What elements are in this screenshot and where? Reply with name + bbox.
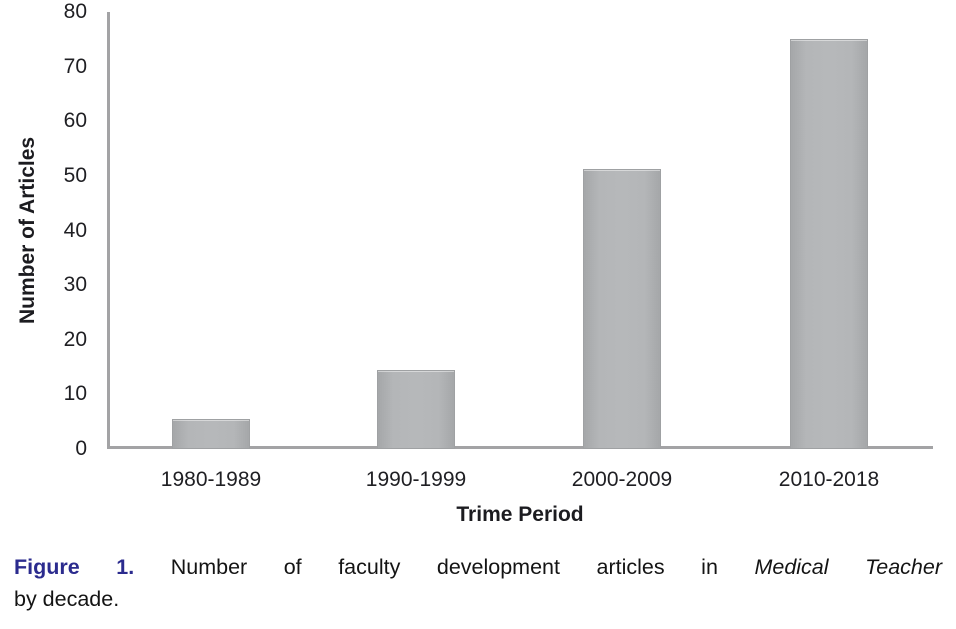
x-tick-1980-1989: 1980-1989 [160, 468, 262, 491]
bar-2010-2018 [790, 39, 868, 449]
x-axis-title: Trime Period [456, 503, 584, 526]
plot-area [107, 12, 933, 449]
bar-2000-2009 [583, 169, 661, 449]
x-tick-2000-2009: 2000-2009 [571, 468, 673, 491]
y-tick-60: 60 [63, 109, 87, 133]
caption-text: Number of faculty development articles i… [170, 555, 718, 579]
x-tick-2010-2018: 2010-2018 [778, 468, 880, 491]
y-axis-ticks: 80 70 60 50 40 30 20 10 0 [0, 0, 95, 460]
y-tick-80: 80 [63, 0, 87, 23]
caption-line-2: by decade. [14, 587, 120, 611]
journal-name: Medical Teacher [754, 555, 942, 579]
y-tick-70: 70 [63, 54, 87, 78]
x-axis-ticks: 1980-1989 1990-1999 2000-2009 2010-2018 [107, 468, 933, 498]
y-tick-40: 40 [63, 218, 87, 242]
y-tick-10: 10 [63, 382, 87, 406]
x-tick-1990-1999: 1990-1999 [365, 468, 467, 491]
y-tick-50: 50 [63, 163, 87, 187]
bar-1980-1989 [172, 418, 250, 449]
caption-line-1: Figure 1. Number of faculty development … [14, 551, 942, 583]
bar-1990-1999 [377, 370, 455, 449]
y-tick-30: 30 [63, 273, 87, 297]
y-tick-20: 20 [63, 327, 87, 351]
figure-caption: Figure 1. Number of faculty development … [14, 551, 942, 615]
y-tick-0: 0 [75, 437, 87, 460]
figure-label: Figure 1. [14, 555, 135, 579]
